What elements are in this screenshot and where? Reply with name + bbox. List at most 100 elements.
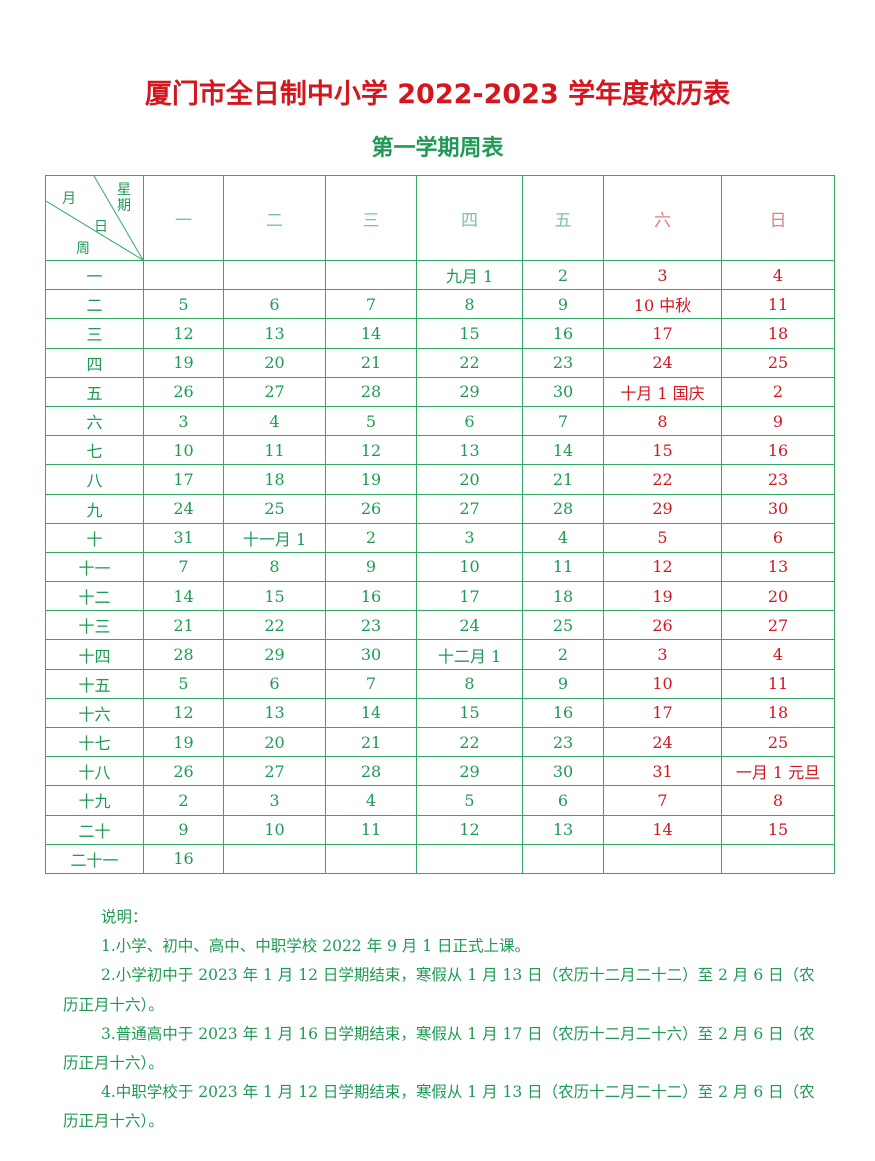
weekday-header: 日 xyxy=(721,175,835,261)
day-cell: 30 xyxy=(325,639,417,670)
week-row: 二 5 6 7 8 9 10 中秋 11 xyxy=(45,289,835,320)
day-cell: 8 xyxy=(416,668,523,699)
day-cell: 14 xyxy=(143,581,224,612)
day-cell: 3 xyxy=(416,522,523,553)
day-cell: 18 xyxy=(721,318,835,349)
day-cell: 5 xyxy=(143,289,224,320)
day-cell: 31 xyxy=(603,756,722,787)
day-cell: 27 xyxy=(223,376,326,407)
day-cell: 2 xyxy=(721,376,835,407)
day-cell: 15 xyxy=(416,318,523,349)
weekday-header: 一 xyxy=(143,175,224,261)
week-number: 十七 xyxy=(45,726,144,758)
day-cell: 28 xyxy=(143,639,224,670)
day-cell: 23 xyxy=(522,347,604,378)
day-cell: 3 xyxy=(603,639,722,670)
day-cell: 17 xyxy=(603,318,722,349)
weekday-header: 三 xyxy=(325,175,417,261)
day-cell: 12 xyxy=(416,814,523,845)
day-cell: 28 xyxy=(325,376,417,407)
semester-calendar-table: 月 星期 日 周 一二三四五六日 一九月 1 2 3 4 二 5 6 7 8 9 10 中秋 11 三 1… xyxy=(45,175,835,874)
day-cell: 7 xyxy=(325,289,417,320)
notes-heading: 说明： xyxy=(101,908,148,926)
week-number: 七 xyxy=(45,435,144,466)
week-number: 五 xyxy=(45,376,144,407)
day-cell: 14 xyxy=(325,697,417,729)
day-cell: 12 xyxy=(143,697,224,729)
day-cell: 20 xyxy=(721,581,835,612)
week-number: 十一 xyxy=(45,551,144,583)
week-number: 三 xyxy=(45,318,144,349)
day-cell: 4 xyxy=(325,785,417,816)
day-cell: 13 xyxy=(416,435,523,466)
day-cell: 11 xyxy=(522,551,604,583)
week-row: 八 17 18 19 20 21 22 23 xyxy=(45,464,835,495)
section-title: 第一学期周表 xyxy=(371,136,504,161)
day-cell: 30 xyxy=(721,493,835,524)
corner-header: 月 星期 日 周 xyxy=(45,175,144,261)
day-cell: 6 xyxy=(223,668,326,699)
day-cell: 3 xyxy=(603,259,722,291)
weekday-header: 二 xyxy=(223,175,326,261)
day-cell xyxy=(603,843,722,874)
week-row: 七 10 11 12 13 14 15 16 xyxy=(45,435,835,466)
day-cell: 23 xyxy=(325,610,417,641)
day-cell: 10 xyxy=(603,668,722,699)
week-row: 二十 9 10 11 12 13 14 15 xyxy=(45,814,835,845)
day-cell: 25 xyxy=(522,610,604,641)
notes-section: 说明： 1.小学、初中、高中、中职学校 2022 年 9 月 1 日正式上课。 … xyxy=(63,903,823,1137)
day-cell: 10 xyxy=(223,814,326,845)
day-cell: 6 xyxy=(416,405,523,437)
day-cell: 15 xyxy=(223,581,326,612)
day-cell: 20 xyxy=(223,726,326,758)
day-cell: 10 xyxy=(143,435,224,466)
day-cell: 5 xyxy=(143,668,224,699)
day-cell: 24 xyxy=(143,493,224,524)
day-cell: 18 xyxy=(721,697,835,729)
day-cell: 7 xyxy=(522,405,604,437)
day-cell: 29 xyxy=(416,376,523,407)
day-cell: 21 xyxy=(325,726,417,758)
day-cell: 11 xyxy=(325,814,417,845)
document-title: 厦门市全日制中小学 2022-2023 学年度校历表 xyxy=(144,79,731,110)
weekday-header: 四 xyxy=(416,175,523,261)
day-cell: 25 xyxy=(721,347,835,378)
week-number: 十九 xyxy=(45,785,144,816)
day-cell: 22 xyxy=(416,347,523,378)
day-cell: 13 xyxy=(223,697,326,729)
note-item: 3.普通高中于 2023 年 1 月 16 日学期结束，寒假从 1 月 17 日… xyxy=(63,1024,815,1073)
day-cell: 29 xyxy=(603,493,722,524)
day-cell: 28 xyxy=(325,756,417,787)
day-cell: 6 xyxy=(721,522,835,553)
day-cell: 9 xyxy=(325,551,417,583)
day-cell: 27 xyxy=(223,756,326,787)
day-cell xyxy=(223,843,326,874)
day-cell xyxy=(522,843,604,874)
day-cell: 16 xyxy=(325,581,417,612)
day-cell: 4 xyxy=(721,259,835,291)
day-cell: 17 xyxy=(603,697,722,729)
week-row: 四 19 20 21 22 23 24 25 xyxy=(45,347,835,378)
week-row: 十三 21 22 23 24 25 26 27 xyxy=(45,610,835,641)
weekday-header: 六 xyxy=(603,175,722,261)
week-row: 十一 7 8 9 10 11 12 13 xyxy=(45,551,835,583)
day-cell: 13 xyxy=(522,814,604,845)
day-cell: 6 xyxy=(223,289,326,320)
day-cell: 5 xyxy=(416,785,523,816)
day-cell: 22 xyxy=(603,464,722,495)
day-cell: 14 xyxy=(325,318,417,349)
week-number: 六 xyxy=(45,405,144,437)
day-cell: 九月 1 xyxy=(416,259,523,291)
day-cell: 19 xyxy=(603,581,722,612)
day-cell: 30 xyxy=(522,756,604,787)
day-cell: 22 xyxy=(416,726,523,758)
day-cell: 7 xyxy=(143,551,224,583)
day-cell: 12 xyxy=(143,318,224,349)
day-cell: 28 xyxy=(522,493,604,524)
day-cell: 10 xyxy=(416,551,523,583)
day-cell: 27 xyxy=(416,493,523,524)
day-cell: 25 xyxy=(721,726,835,758)
day-cell: 5 xyxy=(603,522,722,553)
day-cell: 19 xyxy=(143,726,224,758)
